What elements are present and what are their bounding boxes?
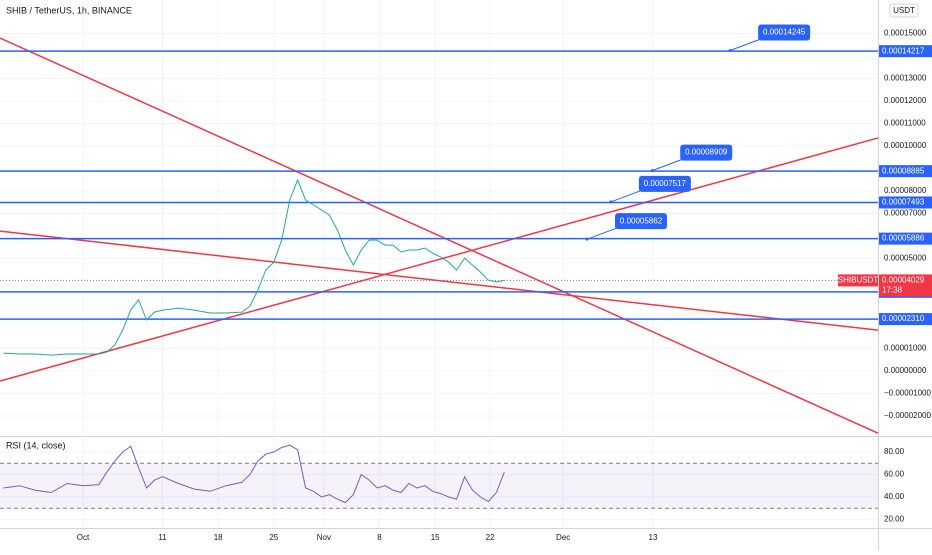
countdown-label: 17:38 bbox=[882, 286, 903, 295]
level-tag-label: 0.00005886 bbox=[882, 234, 925, 243]
trend-line bbox=[0, 137, 879, 382]
y-tick-label: −0.00002000 bbox=[884, 411, 931, 420]
level-tag bbox=[879, 45, 932, 58]
last-price-tag bbox=[879, 274, 932, 297]
rsi-band bbox=[0, 463, 878, 509]
marks bbox=[0, 37, 879, 504]
callout-point bbox=[728, 49, 732, 53]
last-price-label: 0.00004029 bbox=[882, 276, 925, 285]
level-tag-label: 0.00002310 bbox=[882, 314, 925, 323]
level-tag bbox=[879, 313, 932, 326]
labels: Oct 11 18 25 Nov 8 15 22 Dec 13 0.00015000 0.000130… bbox=[77, 24, 932, 542]
callout-box bbox=[758, 24, 811, 41]
unit-label[interactable]: USDT bbox=[893, 6, 915, 15]
unit-box[interactable] bbox=[889, 3, 919, 18]
y-tick-label: 40.00 bbox=[884, 492, 905, 501]
y-tick-label: 60.00 bbox=[884, 470, 905, 479]
level-tag-label: 0.00014217 bbox=[882, 46, 925, 55]
level-tag-label: 0.00008885 bbox=[882, 166, 925, 175]
level-tag bbox=[879, 232, 932, 245]
y-tick-label: 0.00010000 bbox=[884, 141, 927, 150]
callout-pointer bbox=[586, 226, 620, 240]
y-tick-label: 0.00012000 bbox=[884, 96, 927, 105]
callout-box bbox=[638, 175, 691, 192]
y-tick-label: 0.00015000 bbox=[884, 29, 927, 38]
callout-box bbox=[615, 213, 668, 230]
callout-pointer bbox=[652, 158, 685, 172]
x-tick-label: 8 bbox=[377, 533, 382, 542]
x-tick-label: Nov bbox=[317, 533, 331, 542]
y-tick-label: 20.00 bbox=[884, 515, 905, 524]
y-tick-label: 80.00 bbox=[884, 447, 905, 456]
y-tick-label: 0.00007000 bbox=[884, 209, 927, 218]
callout-pointer bbox=[729, 38, 763, 51]
x-tick-label: 11 bbox=[158, 533, 167, 542]
y-tick-label: 0.00008000 bbox=[884, 186, 927, 195]
chart-title: SHIB / TetherUS, 1h, BINANCE bbox=[6, 5, 132, 15]
y-tick-label: 0.00001000 bbox=[884, 344, 927, 353]
x-tick-label: 22 bbox=[486, 533, 495, 542]
trend-line bbox=[0, 37, 879, 434]
x-tick-label: Oct bbox=[77, 533, 90, 542]
x-tick-label: Dec bbox=[556, 533, 570, 542]
rsi-title: RSI (14, close) bbox=[6, 440, 66, 450]
x-tick-label: 15 bbox=[431, 533, 440, 542]
callout-box bbox=[680, 144, 733, 161]
y-tick-label: 0.00000000 bbox=[884, 366, 927, 375]
symbol-tag-label: SHIBUSDT bbox=[838, 276, 879, 285]
price-line bbox=[3, 178, 505, 356]
callout-point bbox=[609, 200, 613, 204]
x-tick-label: 25 bbox=[269, 533, 278, 542]
callout-point bbox=[650, 169, 654, 173]
grid bbox=[0, 0, 878, 527]
callout-label: 0.00007517 bbox=[644, 179, 687, 188]
y-tick-label: −0.00001000 bbox=[884, 389, 931, 398]
level-tag-label: 0.00007493 bbox=[882, 198, 925, 207]
symbol-tag bbox=[838, 274, 878, 287]
y-tick-label: 0.00013000 bbox=[884, 74, 927, 83]
callout-label: 0.00014245 bbox=[763, 28, 806, 37]
callout-pointer bbox=[610, 189, 644, 203]
y-tick-label: 0.00011000 bbox=[884, 119, 926, 128]
level-tag bbox=[879, 196, 932, 209]
callout-point bbox=[585, 237, 589, 241]
y-tick-label: 0.00005000 bbox=[884, 254, 927, 263]
x-tick-label: 18 bbox=[214, 533, 223, 542]
price-line bbox=[3, 444, 505, 504]
callout-label: 0.00008909 bbox=[685, 148, 728, 157]
x-tick-label: 13 bbox=[649, 533, 658, 542]
callout-label: 0.00005862 bbox=[620, 216, 663, 225]
level-tag bbox=[879, 165, 932, 178]
